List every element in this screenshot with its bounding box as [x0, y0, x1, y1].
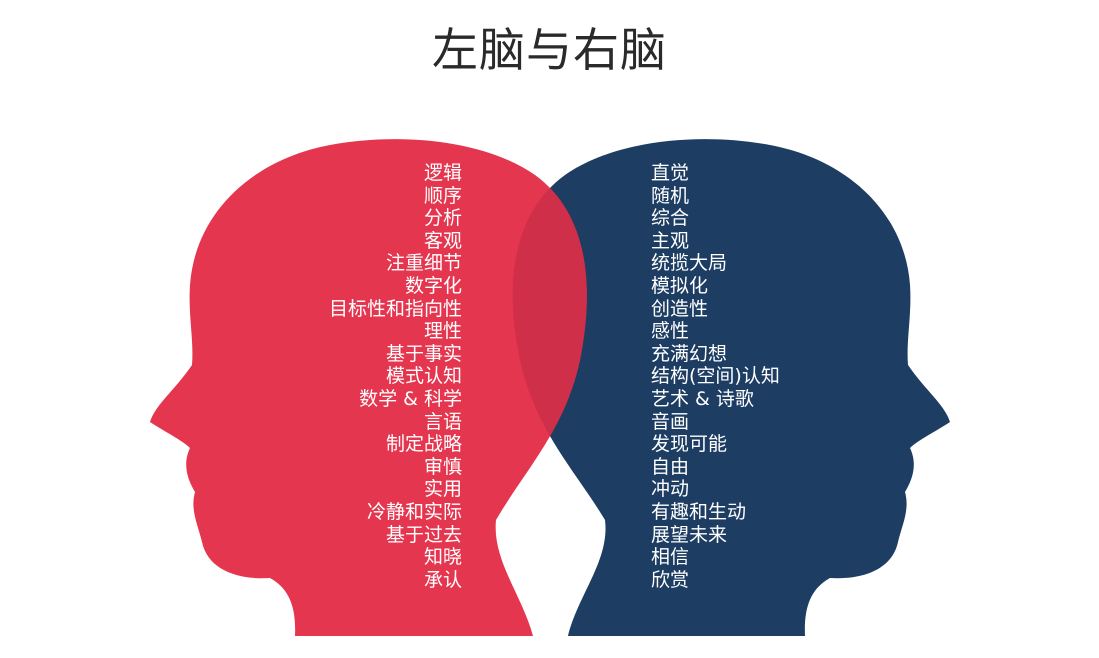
left-trait: 冷静和实际 [366, 500, 462, 523]
left-trait: 制定战略 [385, 433, 462, 456]
left-trait: 基于事实 [385, 342, 462, 365]
diagram-title: 左脑与右脑 [432, 23, 667, 77]
left-trait: 知晓 [423, 546, 462, 569]
right-head-silhouette [512, 139, 950, 636]
left-trait: 逻辑 [423, 162, 462, 184]
right-trait: 相信 [651, 546, 690, 569]
left-brain-traits: 逻辑 顺序 分析 客观 注重细节 数字化 目标性和指向性 理性 基于事实 模式认知 数学 & 科学言… [329, 162, 462, 591]
left-trait: 言语 [423, 410, 462, 433]
right-trait: 音画 [651, 410, 690, 433]
left-trait: 理性 [423, 320, 462, 343]
right-trait: 创造性 [651, 297, 709, 320]
right-trait: 自由 [651, 455, 690, 478]
right-trait: 随机 [651, 184, 690, 207]
left-trait: 分析 [423, 207, 462, 230]
right-trait: 艺术 & 诗歌 [651, 387, 754, 410]
right-trait: 展望未来 [651, 523, 728, 546]
right-trait: 有趣和生动 [651, 500, 747, 523]
right-trait: 统揽大局 [651, 252, 728, 275]
right-trait: 冲动 [651, 478, 690, 501]
left-trait: 基于过去 [385, 523, 462, 546]
left-trait: 审慎 [423, 455, 462, 478]
left-head-silhouette [150, 139, 587, 636]
left-trait: 目标性和指向性 [328, 297, 462, 320]
left-trait: 数字化 [404, 274, 462, 297]
right-trait: 欣赏 [651, 568, 690, 591]
right-trait: 综合 [651, 207, 690, 230]
right-trait: 发现可能 [651, 433, 728, 456]
left-trait: 实用 [423, 478, 462, 501]
right-trait: 直觉 [651, 162, 690, 184]
right-trait: 充满幻想 [651, 342, 728, 365]
right-brain-traits: 直觉 随机 综合 主观 统揽大局 模拟化 创造性 感性 充满幻想 结构(空间)认知 艺术 & 诗歌音… [651, 162, 780, 591]
right-trait: 模拟化 [651, 274, 709, 297]
left-trait: 承认 [423, 568, 462, 591]
left-trait: 模式认知 [385, 365, 462, 388]
left-trait: 顺序 [423, 184, 462, 207]
right-trait: 感性 [651, 320, 690, 343]
left-trait: 数学 & 科学 [359, 387, 462, 410]
right-trait: 结构(空间)认知 [651, 365, 780, 388]
right-trait: 主观 [651, 229, 690, 252]
left-trait: 客观 [423, 229, 462, 252]
left-trait: 注重细节 [385, 252, 462, 275]
